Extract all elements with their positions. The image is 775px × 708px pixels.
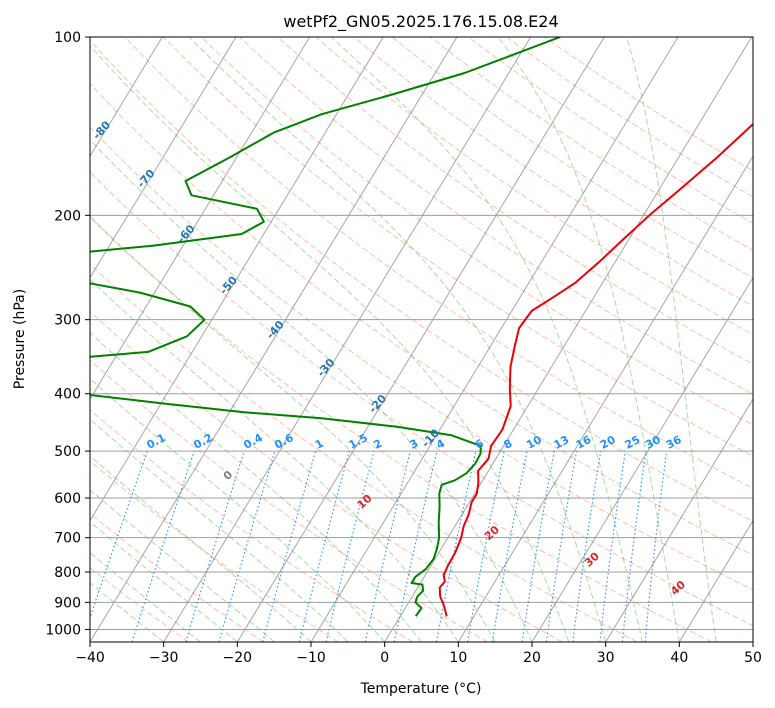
isotherm xyxy=(90,37,458,642)
x-tick-label: −30 xyxy=(149,650,179,666)
plot-frame xyxy=(89,36,754,643)
moist-adiabat xyxy=(90,215,496,642)
mixing-ratio-line xyxy=(572,451,602,642)
moist-adiabat xyxy=(90,331,422,642)
dry-adiabat xyxy=(90,126,753,591)
profile-lines xyxy=(90,37,753,617)
dry-adiabat xyxy=(90,409,414,642)
x-tick-label: 50 xyxy=(744,650,762,666)
isotherm xyxy=(531,276,753,642)
temperature-profile xyxy=(438,122,753,617)
y-axis-label: Pressure (hPa) xyxy=(12,289,28,389)
isotherm xyxy=(163,37,532,642)
y-tick-label: 700 xyxy=(54,531,81,547)
isotherm xyxy=(90,37,163,158)
x-axis-ticks: −40 −30 −20 −10 0 10 20 30 40 50 xyxy=(75,642,762,666)
mixing-ratio-line xyxy=(599,451,626,642)
mixing-ratio-line xyxy=(621,451,647,642)
y-axis-ticks: 100 200 300 400 500 600 700 800 900 1000 xyxy=(45,30,90,638)
x-tick-label: 0 xyxy=(380,650,389,666)
mixing-ratio-line xyxy=(393,450,438,642)
mixing-ratio-label: 16 xyxy=(574,433,594,452)
isotherm xyxy=(90,37,384,522)
moist-adiabat xyxy=(497,37,680,642)
mixing-ratio-line xyxy=(491,450,528,642)
y-tick-label: 300 xyxy=(54,313,81,329)
y-tick-label: 500 xyxy=(54,444,81,460)
moist-adiabat xyxy=(90,139,533,642)
mixing-ratio-line xyxy=(545,451,578,642)
dry-adiabat xyxy=(239,37,753,395)
dry-adiabat xyxy=(90,512,264,642)
dry-adiabat xyxy=(124,37,753,489)
plot-background xyxy=(90,37,753,642)
x-tick-label: 10 xyxy=(449,650,467,666)
x-tick-label: 40 xyxy=(670,650,688,666)
moist-adiabat xyxy=(90,44,570,642)
dry-adiabat xyxy=(468,37,753,224)
isotherm xyxy=(90,37,237,279)
dry-adiabat xyxy=(90,216,712,642)
dry-adiabat xyxy=(162,37,753,457)
dry-adiabat xyxy=(90,171,753,627)
mixing-ratio-line xyxy=(185,450,245,642)
isotherm xyxy=(678,519,753,642)
mixing-ratio-line xyxy=(90,450,148,620)
y-tick-label: 800 xyxy=(54,565,81,581)
x-tick-label: 20 xyxy=(523,650,541,666)
dry-adiabat xyxy=(429,37,753,251)
isotherm xyxy=(236,37,605,642)
mixing-ratio-line xyxy=(466,450,505,642)
mixing-ratio-label: 25 xyxy=(623,433,643,452)
x-axis-label: Temperature (°C) xyxy=(360,681,482,697)
x-tick-label: −20 xyxy=(223,650,253,666)
isotherm xyxy=(310,37,679,642)
mixing-ratio-label: 20 xyxy=(598,433,618,452)
moist-adiabat xyxy=(626,37,717,642)
mixing-ratio-line xyxy=(262,450,317,642)
y-tick-label: 400 xyxy=(54,387,81,403)
mixing-ratio-label: 30 xyxy=(643,433,663,452)
y-tick-label: 1000 xyxy=(45,622,81,638)
isotherm xyxy=(90,37,311,401)
mixing-ratio-label: 13 xyxy=(552,433,572,452)
mixing-ratio-label: 36 xyxy=(664,433,684,452)
chart-title: wetPf2_GN05.2025.176.15.08.E24 xyxy=(283,12,558,32)
dry-adiabat xyxy=(90,359,488,642)
moist-adiabat xyxy=(188,37,607,642)
isotherm xyxy=(384,37,753,642)
x-tick-label: −10 xyxy=(296,650,326,666)
dry-adiabat xyxy=(90,310,563,642)
isotherm xyxy=(605,398,753,642)
y-tick-label: 900 xyxy=(54,595,81,611)
mixing-ratio-line xyxy=(131,450,195,642)
dry-adiabat xyxy=(277,37,753,365)
y-tick-label: 200 xyxy=(54,208,81,224)
y-tick-label: 600 xyxy=(54,491,81,507)
dry-adiabat xyxy=(90,263,638,642)
background-lines xyxy=(90,37,753,642)
x-tick-label: 30 xyxy=(597,650,615,666)
dewpoint-profile xyxy=(90,37,561,617)
moist-adiabat xyxy=(90,455,312,642)
dry-adiabat xyxy=(201,37,753,426)
mixing-ratio-line xyxy=(521,450,555,642)
mixing-ratio-line xyxy=(325,450,375,642)
moist-adiabat xyxy=(90,278,459,642)
isotherm xyxy=(457,155,753,642)
mixing-ratio-line xyxy=(435,450,477,642)
mixing-ratio-line xyxy=(298,450,350,642)
mixing-ratio-line xyxy=(364,450,411,642)
mixing-ratio-label: 10 xyxy=(524,433,544,452)
mixing-ratio-line xyxy=(644,451,668,642)
x-tick-label: −40 xyxy=(75,650,105,666)
dry-adiabat xyxy=(90,82,753,556)
mixing-ratio-line xyxy=(218,450,276,642)
y-tick-label: 100 xyxy=(54,30,81,46)
dry-adiabat xyxy=(315,37,753,336)
moist-adiabat xyxy=(90,377,386,642)
moist-adiabat xyxy=(330,37,643,642)
